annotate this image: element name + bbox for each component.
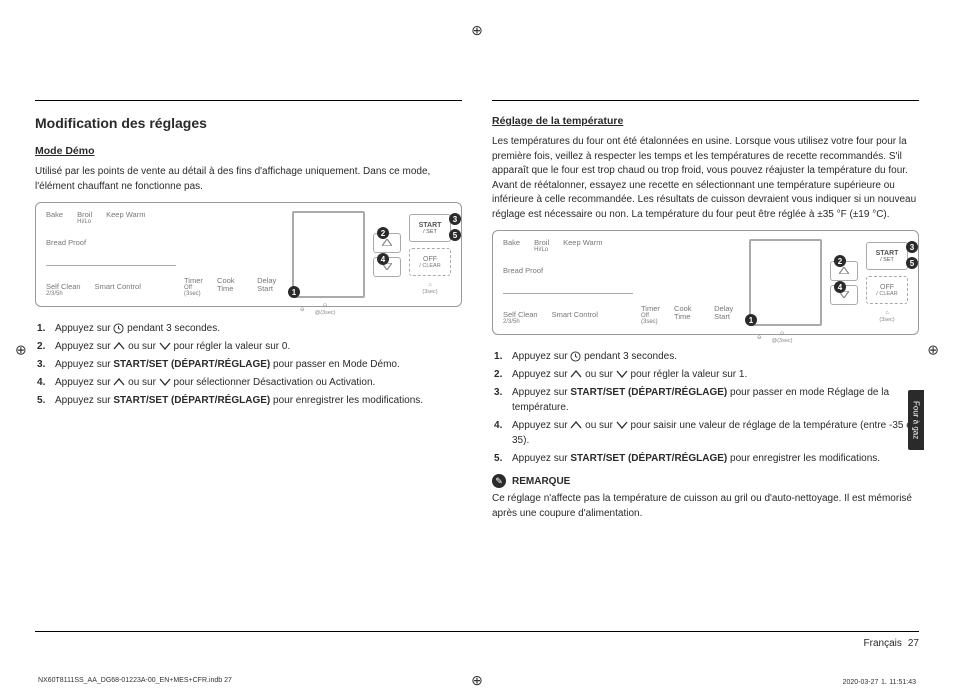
- steps-list: Appuyez sur pendant 3 secondes. Appuyez s…: [37, 321, 462, 408]
- panel-icon-lock: ⌂(3sec): [409, 282, 451, 295]
- registration-mark: ⊕: [15, 341, 27, 358]
- panel-btn-self-clean: Self Clean2/3/5h: [503, 311, 538, 326]
- print-meta-right: 2020-03-27 ⒈ 11:51:43: [843, 677, 916, 687]
- step-item: Appuyez sur START/SET (DÉPART/RÉGLAGE) p…: [37, 357, 462, 372]
- panel-btn-delay-start: Delay Start: [257, 277, 284, 298]
- control-panel-diagram: Bake BroilHi/Lo Keep Warm Bread Proof Se…: [35, 202, 462, 307]
- step-item: Appuyez sur START/SET (DÉPART/RÉGLAGE) p…: [494, 385, 919, 415]
- panel-btn-cook-time: Cook Time: [674, 305, 700, 326]
- panel-btn-bake: Bake: [46, 211, 63, 226]
- footer-lang: Français: [864, 638, 902, 649]
- intro-text: Utilisé par les points de vente au détai…: [35, 165, 462, 194]
- panel-btn-timer: TimerOff (3sec): [641, 305, 660, 326]
- panel-right-group: START/ SET OFF/ CLEAR ⌂(3sec): [409, 211, 451, 298]
- panel-btn-broil: BroilHi/Lo: [534, 239, 549, 254]
- footer-page-number: 27: [908, 638, 919, 649]
- intro-text: Les températures du four ont été étalonn…: [492, 135, 919, 222]
- chevron-down-icon: [159, 342, 171, 350]
- callout-2: 2: [834, 255, 846, 267]
- panel-icon-lock: ⌂(3sec): [866, 310, 908, 323]
- callout-1: 1: [288, 286, 300, 298]
- note-label: REMARQUE: [512, 476, 570, 487]
- step-item: Appuyez sur START/SET (DÉPART/RÉGLAGE) p…: [37, 393, 462, 408]
- panel-btn-delay-start: Delay Start: [714, 305, 741, 326]
- panel-lcd: ⊖ ⊙@(3sec): [749, 239, 822, 326]
- step-bold: START/SET (DÉPART/RÉGLAGE): [113, 359, 270, 370]
- chevron-up-icon: [570, 370, 582, 378]
- chevron-up-icon: [113, 342, 125, 350]
- chevron-up-icon: [113, 378, 125, 386]
- panel-btn-timer: TimerOff (3sec): [184, 277, 203, 298]
- step-item: Appuyez sur pendant 3 secondes.: [37, 321, 462, 336]
- clock-icon: [113, 323, 124, 334]
- panel-icon-light: ⊖: [757, 335, 762, 341]
- callout-3: 3: [906, 241, 918, 253]
- print-meta-left: NX60T8111SS_AA_DG68-01223A-00_EN+MES+CFR…: [38, 677, 232, 687]
- panel-start-button: START/ SET: [866, 242, 908, 270]
- registration-mark: ⊕: [471, 22, 483, 39]
- step-item: Appuyez sur START/SET (DÉPART/RÉGLAGE) p…: [494, 451, 919, 466]
- registration-mark: ⊕: [927, 341, 939, 358]
- panel-divider: [503, 293, 633, 294]
- left-column: Modification des réglages Mode Démo Util…: [35, 100, 462, 529]
- panel-off-button: OFF/ CLEAR: [409, 248, 451, 276]
- panel-divider: [46, 265, 176, 266]
- panel-btn-smart-control: Smart Control: [95, 283, 141, 298]
- callout-4: 4: [377, 253, 389, 265]
- callout-3: 3: [449, 213, 461, 225]
- step-item: Appuyez sur pendant 3 secondes.: [494, 349, 919, 364]
- panel-left-group: Bake BroilHi/Lo Keep Warm Bread Proof Se…: [46, 211, 176, 298]
- panel-btn-self-clean: Self Clean2/3/5h: [46, 283, 81, 298]
- callout-5: 5: [449, 229, 461, 241]
- page-content: Modification des réglages Mode Démo Util…: [35, 30, 919, 529]
- panel-right-group: START/ SET OFF/ CLEAR ⌂(3sec): [866, 239, 908, 326]
- panel-btn-keep-warm: Keep Warm: [563, 239, 602, 254]
- step-item: Appuyez sur ou sur pour sélectionner Dés…: [37, 375, 462, 390]
- panel-btn-bread-proof: Bread Proof: [46, 239, 86, 247]
- panel-left-group: Bake BroilHi/Lo Keep Warm Bread Proof Se…: [503, 239, 633, 326]
- section-title: Modification des réglages: [35, 115, 462, 131]
- horizontal-rule: [492, 100, 919, 101]
- step-bold: START/SET (DÉPART/RÉGLAGE): [113, 395, 270, 406]
- page-footer: Français 27: [35, 631, 919, 649]
- panel-btn-keep-warm: Keep Warm: [106, 211, 145, 226]
- right-column: Réglage de la température Les températur…: [492, 100, 919, 529]
- chevron-down-icon: [616, 370, 628, 378]
- panel-btn-cook-time: Cook Time: [217, 277, 243, 298]
- sub-title: Mode Démo: [35, 145, 462, 157]
- panel-icon-clock: ⊙@(3sec): [772, 331, 793, 344]
- clock-icon: [570, 351, 581, 362]
- callout-5: 5: [906, 257, 918, 269]
- chevron-up-icon: [570, 421, 582, 429]
- step-bold: START/SET (DÉPART/RÉGLAGE): [570, 453, 727, 464]
- panel-mid-group: TimerOff (3sec) Cook Time Delay Start: [184, 211, 284, 298]
- chevron-down-icon: [159, 378, 171, 386]
- step-item: Appuyez sur ou sur pour régler la valeur…: [37, 339, 462, 354]
- step-bold: START/SET (DÉPART/RÉGLAGE): [570, 387, 727, 398]
- horizontal-rule: [35, 100, 462, 101]
- panel-btn-broil: BroilHi/Lo: [77, 211, 92, 226]
- panel-btn-smart-control: Smart Control: [552, 311, 598, 326]
- sub-title: Réglage de la température: [492, 115, 919, 127]
- callout-2: 2: [377, 227, 389, 239]
- step-item: Appuyez sur ou sur pour régler la valeur…: [494, 367, 919, 382]
- callout-4: 4: [834, 281, 846, 293]
- panel-icon-light: ⊖: [300, 307, 305, 313]
- panel-lcd: ⊖ ⊙@(3sec): [292, 211, 365, 298]
- steps-list: Appuyez sur pendant 3 secondes. Appuyez s…: [494, 349, 919, 466]
- panel-icon-clock: ⊙@(3sec): [315, 303, 336, 316]
- panel-btn-bread-proof: Bread Proof: [503, 267, 543, 275]
- panel-btn-bake: Bake: [503, 239, 520, 254]
- callout-1: 1: [745, 314, 757, 326]
- note-icon: ✎: [492, 474, 506, 488]
- print-metadata: NX60T8111SS_AA_DG68-01223A-00_EN+MES+CFR…: [38, 677, 916, 687]
- note-text: Ce réglage n'affecte pas la température …: [492, 492, 919, 521]
- panel-off-button: OFF/ CLEAR: [866, 276, 908, 304]
- control-panel-diagram: Bake BroilHi/Lo Keep Warm Bread Proof Se…: [492, 230, 919, 335]
- panel-start-button: START/ SET: [409, 214, 451, 242]
- step-item: Appuyez sur ou sur pour saisir une valeu…: [494, 418, 919, 448]
- panel-mid-group: TimerOff (3sec) Cook Time Delay Start: [641, 239, 741, 326]
- note-row: ✎ REMARQUE: [492, 474, 919, 488]
- chevron-down-icon: [616, 421, 628, 429]
